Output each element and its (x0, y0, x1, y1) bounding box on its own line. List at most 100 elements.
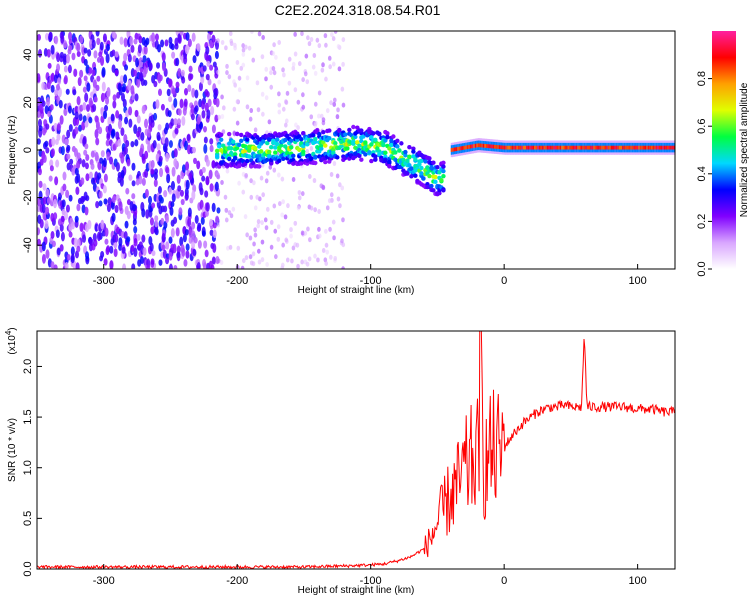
spectrogram-cell (95, 200, 100, 209)
spectrogram-cell (452, 147, 455, 152)
spectrogram-cell (150, 168, 155, 175)
spectrogram-cell (101, 66, 106, 77)
spectrogram-cell (239, 138, 244, 144)
spectrogram-cell (167, 110, 172, 118)
x-tick-label: 0 (501, 275, 507, 287)
spectrogram-cell (150, 160, 155, 169)
spectrogram-cell (279, 143, 284, 148)
spectrogram-cell (84, 143, 89, 150)
spectrogram-cell (145, 37, 150, 46)
spectrogram-cell (305, 142, 310, 147)
snr-panel: -300 -200 -100 0 100 0.0 0.5 1.0 1.5 2.0 Height of… (4, 327, 676, 596)
spectrogram-cell (220, 114, 225, 120)
spectrogram-cell (283, 214, 288, 220)
spectrogram-cell (117, 139, 122, 147)
spectrogram-cell (170, 180, 175, 191)
spectrogram-cell (220, 94, 224, 100)
spectrogram-cell (71, 167, 76, 176)
spectrogram-cell (633, 145, 636, 150)
spectrogram-cell (411, 149, 416, 154)
spectrogram-cell (114, 204, 119, 214)
spectrogram-cell (63, 65, 68, 73)
spectrogram-cell (341, 37, 346, 43)
spectrogram-cell (455, 147, 458, 152)
spectrogram-cell (156, 143, 161, 151)
spectrogram-cell (161, 62, 166, 72)
spectrogram-cell (312, 178, 317, 184)
spectrogram-cell (599, 145, 603, 150)
spectrogram-cell (119, 75, 124, 85)
spectrogram-cell (313, 70, 318, 76)
spectrogram-cell (53, 264, 58, 269)
spectrogram-cell (68, 44, 73, 52)
spectrogram-cell (78, 113, 83, 122)
spectrogram-cell (175, 81, 180, 89)
spectrogram-cell (168, 187, 173, 195)
spectrogram-cell (157, 185, 162, 194)
x-axis-label: Height of straight line (km) (298, 585, 415, 596)
spectrogram-cell (163, 145, 168, 153)
spectrogram-cell (165, 215, 170, 224)
spectrogram-cell (244, 172, 248, 178)
spectrogram-cell (177, 118, 182, 126)
spectrogram-cell (106, 133, 111, 141)
spectrogram-cell (417, 162, 422, 167)
spectrogram-cell (205, 54, 210, 63)
spectrogram-cell (227, 210, 232, 216)
spectrogram-cell (284, 122, 288, 128)
spectrogram-cell (203, 143, 208, 154)
spectrogram-cell (373, 137, 378, 142)
spectrogram-cell (353, 134, 358, 140)
chart-title: C2E2.2024.318.08.54.R01 (274, 2, 441, 18)
spectrogram-cell (383, 138, 388, 143)
spectrogram-cell (291, 177, 296, 183)
spectrogram-cell (175, 227, 180, 237)
spectrogram-cell (253, 205, 258, 211)
spectrogram-cell (249, 108, 254, 114)
spectrogram-cell (106, 86, 111, 97)
spectrogram-cell (323, 143, 328, 148)
spectrogram-cell (183, 259, 188, 267)
spectrogram-cell (187, 73, 192, 82)
spectrogram-cell (45, 188, 50, 198)
spectrogram-cell (317, 113, 321, 119)
spectrogram-cell (109, 245, 114, 254)
spectrogram-cell (313, 120, 318, 126)
spectrogram-cell (85, 154, 90, 161)
spectrogram-cell (180, 69, 185, 77)
spectrogram-cell (377, 131, 382, 137)
spectrogram-cell (282, 72, 286, 78)
spectrogram-cell (205, 202, 210, 212)
spectrogram-cell (289, 145, 294, 150)
spectrogram-cell (156, 62, 161, 69)
spectrogram-cell (235, 145, 240, 151)
spectrogram-cell (98, 126, 103, 135)
spectrogram-cell (296, 205, 301, 211)
spectrogram-cell (516, 145, 519, 150)
spectrogram-cell (359, 157, 364, 162)
spectrogram-cell (177, 108, 182, 116)
spectrogram-cell (413, 173, 418, 178)
spectrogram-cell (50, 72, 55, 82)
spectrogram-cell (74, 126, 79, 135)
spectrogram-cell (465, 145, 468, 150)
spectrogram-cell (111, 212, 116, 223)
spectrogram-cell (165, 122, 170, 131)
spectrogram-cell (313, 136, 318, 142)
spectrogram-cell (79, 104, 84, 112)
spectrogram-cell (204, 249, 209, 258)
spectrogram-cell (538, 145, 542, 150)
spectrogram-cell (277, 91, 281, 97)
spectrogram-cell (118, 243, 123, 251)
spectrogram-cell (147, 142, 152, 153)
spectrogram-cell (272, 203, 277, 209)
spectrogram-cell (76, 173, 81, 183)
spectrogram-cell (228, 244, 233, 250)
spectrogram-cell (421, 176, 426, 181)
spectrogram-cell (164, 39, 169, 47)
spectrogram-cell (340, 238, 344, 244)
spectrogram-cell (97, 172, 102, 181)
spectrogram-cell (572, 145, 575, 150)
spectrogram-cell (191, 87, 196, 98)
